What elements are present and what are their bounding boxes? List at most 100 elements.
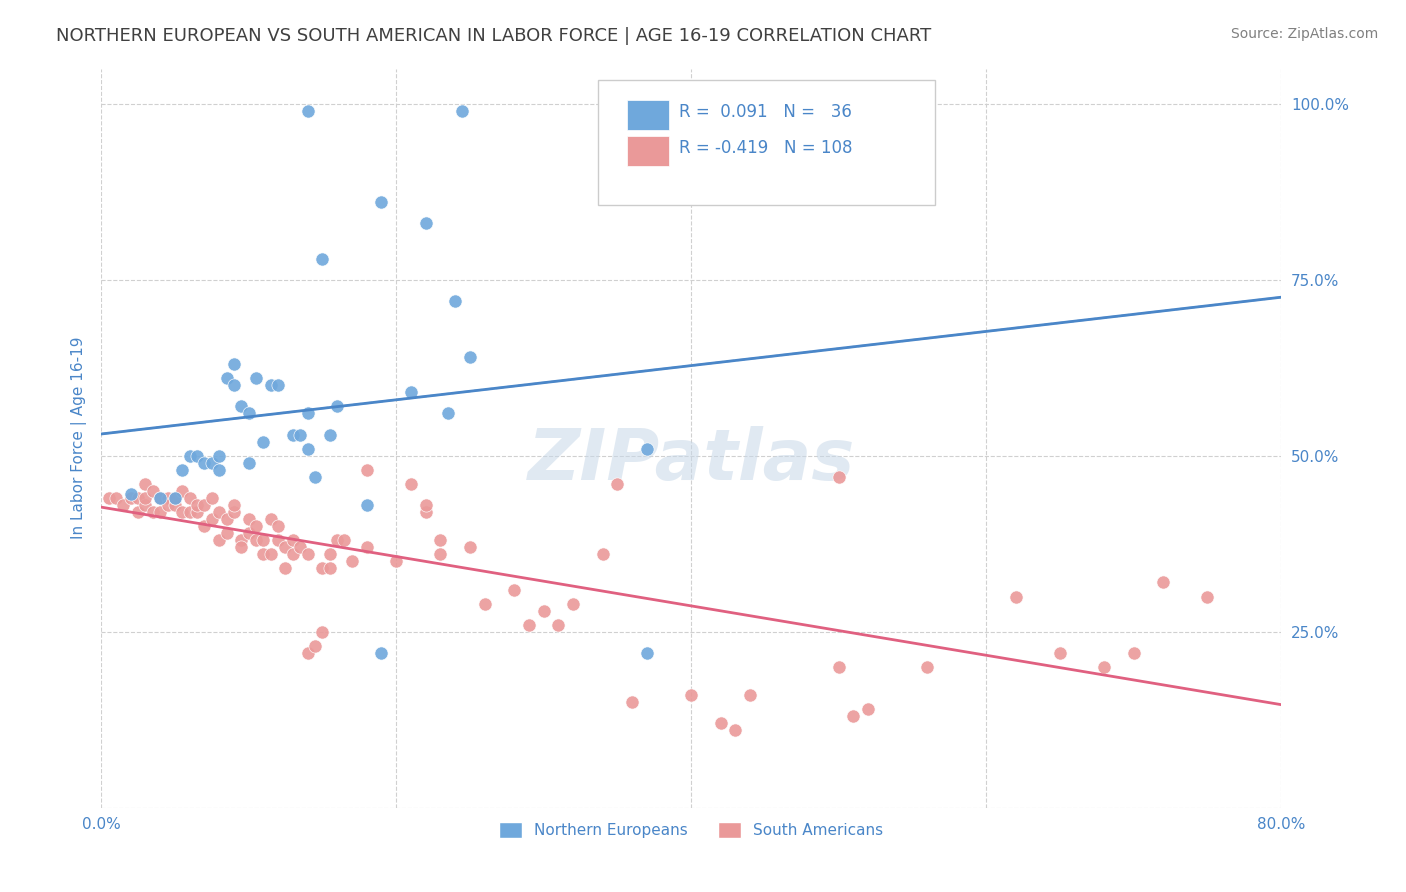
Point [1004, 590, 1026, 604]
Point [201, 456, 224, 470]
Point [222, 357, 245, 371]
Point [172, 483, 194, 498]
Point [281, 533, 304, 548]
Point [215, 526, 238, 541]
Legend: Northern Europeans, South Americans: Northern Europeans, South Americans [492, 816, 890, 845]
Point [238, 407, 260, 421]
Point [231, 541, 253, 555]
Point [385, 554, 408, 568]
Point [415, 498, 437, 512]
Point [290, 541, 312, 555]
Point [297, 103, 319, 118]
Point [827, 470, 849, 484]
Point [149, 491, 172, 505]
Point [474, 597, 496, 611]
Point [163, 491, 186, 505]
Point [856, 702, 879, 716]
Point [297, 407, 319, 421]
Point [149, 491, 172, 505]
Point [311, 624, 333, 639]
Point [260, 547, 283, 561]
Point [356, 498, 378, 512]
Point [104, 491, 127, 505]
Point [127, 505, 149, 519]
Point [915, 660, 938, 674]
Point [156, 498, 179, 512]
Point [429, 547, 451, 561]
Point [142, 483, 165, 498]
Point [215, 371, 238, 385]
Point [252, 547, 274, 561]
Point [429, 533, 451, 548]
Point [215, 512, 238, 526]
Point [252, 533, 274, 548]
Point [1197, 590, 1219, 604]
Point [274, 541, 297, 555]
Point [399, 385, 422, 400]
Point [340, 554, 363, 568]
Point [370, 195, 392, 210]
Point [142, 505, 165, 519]
Point [503, 582, 526, 597]
Point [533, 604, 555, 618]
Text: R =  0.091   N =   36: R = 0.091 N = 36 [679, 103, 852, 121]
Point [1049, 646, 1071, 660]
Point [451, 103, 474, 118]
Point [172, 505, 194, 519]
Point [208, 505, 231, 519]
Point [245, 519, 267, 533]
Point [260, 512, 283, 526]
Point [193, 456, 215, 470]
Point [172, 463, 194, 477]
Point [304, 470, 326, 484]
Point [231, 533, 253, 548]
Point [238, 456, 260, 470]
Point [636, 646, 658, 660]
Point [134, 491, 156, 505]
Point [326, 400, 349, 414]
Point [231, 400, 253, 414]
Point [319, 561, 342, 575]
Point [238, 526, 260, 541]
Point [260, 378, 283, 392]
Point [547, 617, 569, 632]
Text: R = -0.419   N = 108: R = -0.419 N = 108 [679, 139, 852, 157]
Point [222, 378, 245, 392]
Point [326, 533, 349, 548]
Point [97, 491, 120, 505]
Text: ZIPatlas: ZIPatlas [527, 425, 855, 495]
Point [311, 252, 333, 266]
Point [827, 660, 849, 674]
Point [436, 407, 458, 421]
Point [297, 442, 319, 456]
Point [245, 533, 267, 548]
Point [444, 293, 467, 308]
Point [681, 688, 703, 702]
Point [222, 498, 245, 512]
Point [304, 639, 326, 653]
Point [252, 434, 274, 449]
Text: NORTHERN EUROPEAN VS SOUTH AMERICAN IN LABOR FORCE | AGE 16-19 CORRELATION CHART: NORTHERN EUROPEAN VS SOUTH AMERICAN IN L… [56, 27, 932, 45]
Point [281, 427, 304, 442]
Point [356, 463, 378, 477]
Point [127, 491, 149, 505]
Point [415, 216, 437, 230]
Point [297, 547, 319, 561]
Point [179, 505, 201, 519]
Point [208, 463, 231, 477]
Point [562, 597, 585, 611]
Point [112, 498, 135, 512]
Point [1152, 575, 1174, 590]
Point [1092, 660, 1115, 674]
Point [179, 449, 201, 463]
Point [186, 498, 208, 512]
Point [636, 442, 658, 456]
Point [193, 519, 215, 533]
Point [356, 541, 378, 555]
Point [208, 449, 231, 463]
Point [186, 449, 208, 463]
Point [222, 505, 245, 519]
Point [134, 476, 156, 491]
Point [201, 512, 224, 526]
Point [517, 617, 540, 632]
